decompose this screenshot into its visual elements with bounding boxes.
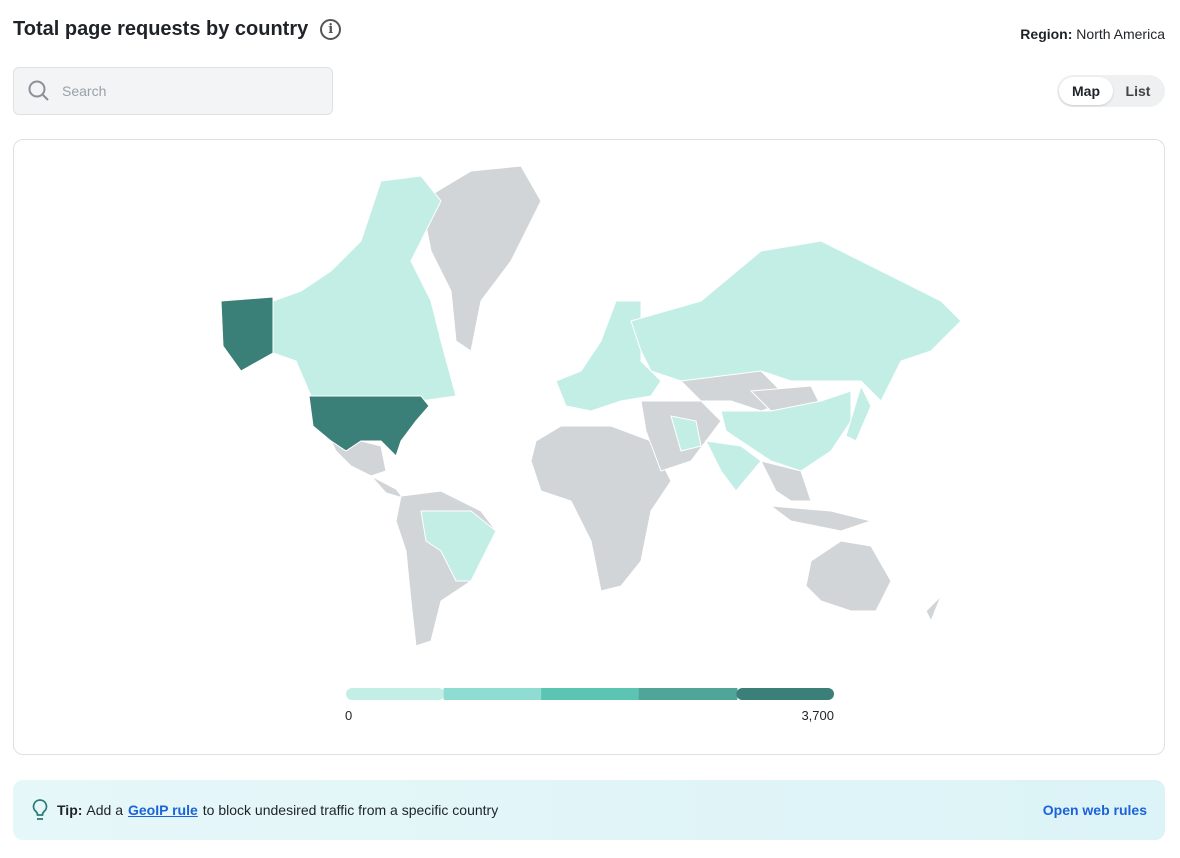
page-title: Total page requests by country i: [13, 18, 342, 41]
view-toggle: Map List: [1057, 75, 1165, 107]
country-united-states[interactable]: [308, 395, 430, 457]
country-canada[interactable]: [272, 175, 457, 402]
toggle-list[interactable]: List: [1125, 83, 1151, 99]
info-icon[interactable]: i: [320, 19, 342, 40]
legend-swatch-2: [443, 688, 543, 700]
country-africa[interactable]: [530, 425, 672, 592]
country-india[interactable]: [705, 440, 762, 492]
country-new-zealand[interactable]: [925, 595, 942, 623]
legend-swatch-1: [346, 688, 445, 700]
country-japan[interactable]: [845, 384, 872, 442]
country-mexico[interactable]: [329, 439, 387, 477]
country-australia[interactable]: [805, 540, 892, 612]
search-icon: [28, 80, 49, 101]
open-web-rules-link[interactable]: Open web rules: [1042, 802, 1147, 818]
region-indicator: Region: North America: [1020, 26, 1165, 42]
legend-swatch-4: [638, 688, 738, 700]
region-value: North America: [1076, 26, 1165, 42]
country-greenland[interactable]: [420, 165, 542, 352]
country-brazil[interactable]: [420, 510, 497, 582]
legend-max: 3,700: [801, 708, 834, 723]
country-alaska[interactable]: [220, 296, 274, 372]
tip-banner: Tip: Add a GeoIP rule to block undesired…: [13, 780, 1165, 840]
map-card: 0 3,700: [13, 139, 1165, 755]
lightbulb-icon: [32, 799, 48, 820]
legend-swatch-3: [541, 688, 640, 700]
legend-min: 0: [345, 708, 353, 723]
region-label: Region:: [1020, 26, 1073, 42]
country-indonesia[interactable]: [769, 505, 873, 532]
search-input[interactable]: [62, 83, 302, 99]
tip-label: Tip:: [57, 802, 83, 818]
country-central-america[interactable]: [370, 475, 405, 499]
country-iran[interactable]: [670, 415, 702, 452]
search-box[interactable]: [13, 67, 333, 115]
tip-text-after: to block undesired traffic from a specif…: [202, 802, 499, 818]
country-russia[interactable]: [630, 240, 962, 402]
country-southeast-asia[interactable]: [760, 460, 812, 502]
tip-text: Add a: [86, 802, 123, 818]
title-text: Total page requests by country: [13, 18, 309, 40]
legend-swatch-5: [736, 688, 834, 700]
geoip-rule-link[interactable]: GeoIP rule: [128, 802, 198, 818]
toggle-map[interactable]: Map: [1059, 77, 1113, 105]
country-china[interactable]: [720, 390, 852, 472]
world-map: [220, 165, 962, 700]
